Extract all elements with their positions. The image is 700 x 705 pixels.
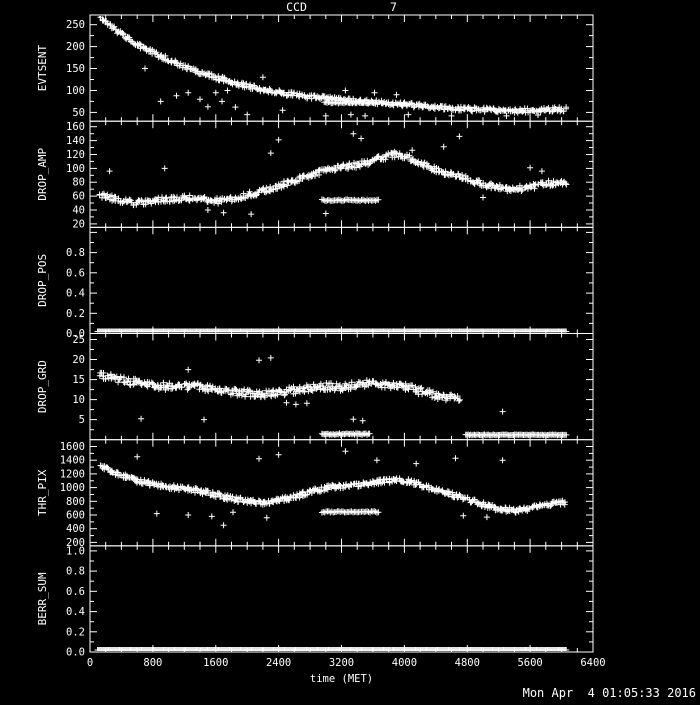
- y-tick-label: 100: [66, 163, 85, 175]
- y-tick-label: 150: [66, 63, 85, 75]
- y-tick-label: 0.6: [66, 586, 85, 598]
- y-tick-label: 40: [72, 205, 85, 217]
- x-tick-label: 3200: [329, 657, 354, 669]
- y-tick-label: 20: [72, 218, 85, 230]
- chart-title: CCD 7: [286, 0, 397, 14]
- y-tick-label: 1000: [60, 482, 85, 494]
- y-tick-label: 80: [72, 177, 85, 189]
- y-tick-label: 0.6: [66, 267, 85, 279]
- y-tick-label: 15: [72, 374, 85, 386]
- timestamp: Mon Apr 4 01:05:33 2016: [523, 686, 696, 700]
- panel-DROP_POS: 0.0 0.2 0.4 0.6 0.8 DROP_POS: [36, 226, 594, 340]
- y-tick-label: 0.0: [66, 647, 85, 659]
- y-tick-label: 1200: [60, 468, 85, 480]
- panel-DROP_GRD: 5 10 15 20 25 DROP_GRD: [36, 333, 594, 441]
- ylabel-DROP_AMP: DROP_AMP: [36, 147, 49, 200]
- y-tick-label: 0.8: [66, 247, 85, 259]
- y-tick-label: 400: [66, 523, 85, 535]
- ylabel-DROP_GRD: DROP_GRD: [36, 360, 49, 413]
- y-tick-label: 0.2: [66, 308, 85, 320]
- y-tick-label: 200: [66, 41, 85, 53]
- y-tick-label: 0.8: [66, 566, 85, 578]
- y-tick-label: 5: [79, 414, 85, 426]
- y-tick-label: 1400: [60, 455, 85, 467]
- x-tick-label: 4800: [455, 657, 480, 669]
- scatter-markers-DROP_AMP: [96, 130, 570, 218]
- panel-frame: [89, 120, 594, 228]
- panel-BERR_SUM: 0.0 0.2 0.4 0.6 0.8 1.0 BERR_SUM: [36, 545, 594, 659]
- y-tick-label: 0.2: [66, 626, 85, 638]
- scatter-markers-EVTSENT: [97, 16, 570, 119]
- x-tick-label: 2400: [266, 657, 291, 669]
- y-tick-label: 250: [66, 19, 85, 31]
- y-tick-label: 1600: [60, 441, 85, 453]
- ylabel-DROP_POS: DROP_POS: [36, 254, 49, 307]
- y-tick-label: 20: [72, 354, 85, 366]
- y-tick-label: 100: [66, 85, 85, 97]
- x-tick-label: 4000: [392, 657, 417, 669]
- y-tick-label: 160: [66, 121, 85, 133]
- panel-frame: [89, 226, 594, 334]
- scatter-markers-DROP_GRD: [96, 354, 570, 439]
- y-tick-label: 200: [66, 537, 85, 549]
- panel-EVTSENT: 50 100 150 200 250 EVTSENT: [36, 14, 594, 122]
- y-tick-label: 0.0: [66, 328, 85, 340]
- panel-frame: [89, 545, 594, 653]
- y-tick-label: 25: [72, 334, 85, 346]
- x-tick-label: 6400: [580, 657, 605, 669]
- y-tick-label: 0.4: [66, 288, 85, 300]
- y-tick-label: 120: [66, 149, 85, 161]
- ylabel-THR_PIX: THR_PIX: [36, 469, 49, 516]
- x-tick-label: 0: [87, 657, 93, 669]
- ylabel-EVTSENT: EVTSENT: [36, 45, 49, 92]
- scatter-markers-THR_PIX: [97, 448, 568, 529]
- y-tick-label: 800: [66, 496, 85, 508]
- y-tick-label: 10: [72, 394, 85, 406]
- x-tick-label: 800: [143, 657, 162, 669]
- x-tick-label: 5600: [517, 657, 542, 669]
- y-tick-label: 600: [66, 510, 85, 522]
- y-tick-label: 1.0: [66, 545, 85, 557]
- y-tick-label: 60: [72, 191, 85, 203]
- y-tick-label: 50: [72, 107, 85, 119]
- scatter-markers-BERR_SUM: [94, 647, 570, 651]
- y-tick-label: 0.4: [66, 606, 85, 618]
- x-tick-label: 1600: [203, 657, 228, 669]
- scatter-markers-DROP_POS: [94, 328, 570, 333]
- xlabel: time (MET): [310, 673, 373, 685]
- y-tick-label: 140: [66, 135, 85, 147]
- ylabel-BERR_SUM: BERR_SUM: [36, 572, 49, 625]
- panel-frame: [89, 439, 594, 547]
